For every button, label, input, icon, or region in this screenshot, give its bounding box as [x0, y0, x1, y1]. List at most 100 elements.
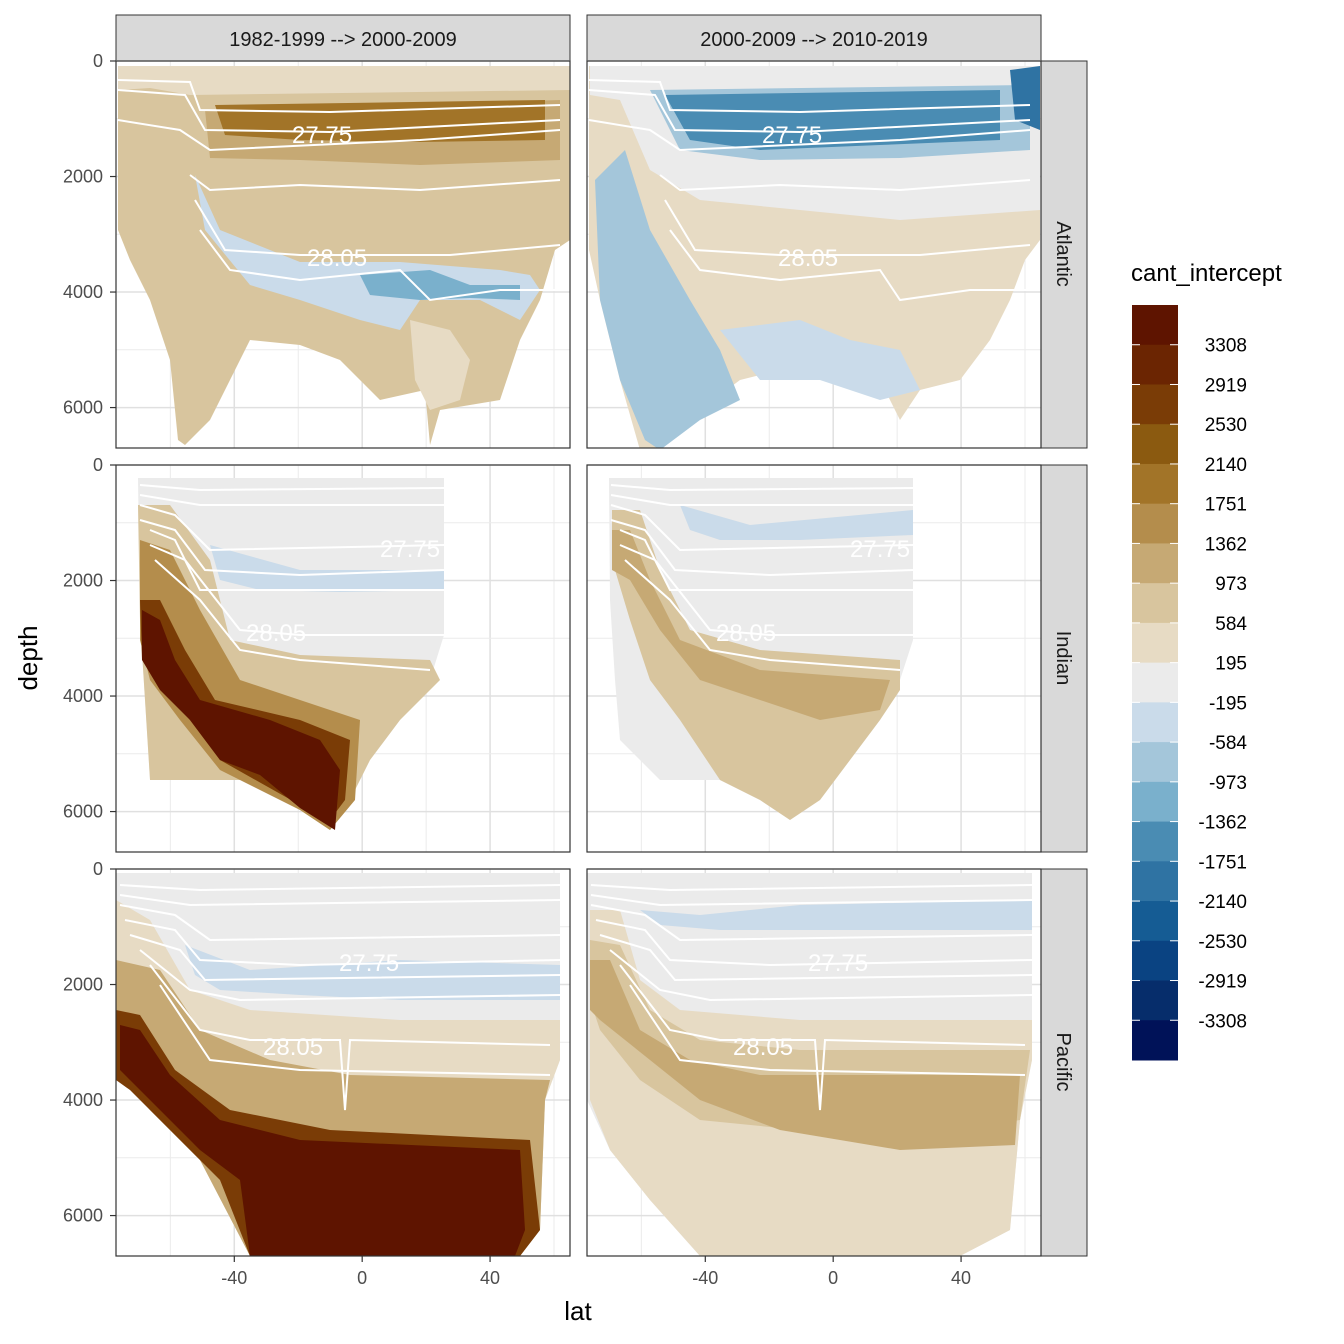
legend-color-step — [1132, 702, 1178, 743]
legend-break-label: -3308 — [1198, 1011, 1247, 1032]
isopycnal-label-27-75-pacific-1: 27.75 — [339, 950, 399, 977]
legend-title: cant_intercept — [1131, 260, 1282, 287]
peak-positive — [120, 1025, 525, 1256]
isopycnal-label-27-75-indian-2: 27.75 — [850, 536, 910, 563]
negative-band — [680, 505, 913, 540]
isopycnal-label-27-75-pacific-2: 27.75 — [808, 950, 868, 977]
row-strip-pacific: Pacific — [1040, 868, 1088, 1257]
column-strip-1: 1982-1999 --> 2000-2009 — [115, 14, 571, 62]
legend-break-label: -2919 — [1198, 972, 1247, 993]
legend-color-step — [1132, 622, 1178, 664]
legend-color-step — [1132, 1020, 1178, 1061]
row-strip-atlantic-label: Atlantic — [1052, 221, 1074, 287]
legend-break-label: 2530 — [1205, 415, 1247, 436]
isopycnal-line — [588, 79, 1031, 302]
legend-colorbar — [1132, 305, 1178, 1061]
legend-color-step — [1132, 463, 1178, 505]
x-tick-label: -40 — [221, 1268, 247, 1288]
panel-border — [586, 60, 1042, 449]
legend-break-label: -195 — [1209, 693, 1247, 714]
legend-color-step — [1132, 980, 1178, 1021]
legend-color-step — [1132, 901, 1178, 942]
legend-color-step — [1132, 384, 1178, 425]
panel-indian-period-1 — [138, 478, 444, 830]
strong-positive — [590, 960, 1020, 1150]
legend-color-step — [1132, 543, 1178, 584]
panel-pacific-period-1 — [116, 873, 560, 1256]
legend-color-step — [1132, 861, 1178, 902]
isopycnal-line — [117, 79, 561, 302]
legend-break-label: 1362 — [1205, 534, 1247, 555]
panel-border — [115, 464, 571, 853]
legend-break-label: 2140 — [1205, 455, 1247, 476]
column-strip-1-label: 1982-1999 --> 2000-2009 — [229, 29, 456, 51]
surface-light-band — [118, 66, 570, 95]
legend-break-label: 973 — [1215, 574, 1247, 595]
legend-break-label: -2530 — [1198, 932, 1247, 953]
isopycnal-label-27-75-atlantic-1: 27.75 — [292, 122, 352, 149]
x-tick-label: 40 — [951, 1268, 971, 1288]
y-axis-title: depth — [13, 625, 43, 690]
legend-break-label: 3308 — [1205, 336, 1247, 357]
panel-borders — [115, 60, 1042, 1257]
deep-light-patch — [410, 320, 470, 410]
y-tick-label: 2000 — [63, 167, 103, 187]
y-tick-label: 6000 — [63, 802, 103, 822]
deep-negative-west — [595, 150, 740, 448]
legend-break-label: -1751 — [1198, 852, 1247, 873]
mid-positive — [612, 530, 890, 720]
y-tick-label: 0 — [93, 859, 103, 879]
legend-color-step — [1132, 781, 1178, 823]
legend-color-step — [1132, 940, 1178, 982]
legend-color-step — [1132, 742, 1178, 783]
negative-band — [185, 945, 560, 1000]
y-tick-label: 4000 — [63, 1090, 103, 1110]
legend-color-step — [1132, 821, 1178, 862]
column-strip-2-label: 2000-2009 --> 2010-2019 — [700, 29, 927, 51]
legend-color-step — [1132, 305, 1178, 346]
y-tick-label: 4000 — [63, 686, 103, 706]
legend-break-label: 1751 — [1205, 495, 1247, 516]
row-strip-atlantic: Atlantic — [1040, 60, 1088, 449]
isopycnal-label-28-05-pacific-2: 28.05 — [733, 1034, 793, 1061]
legend-color-step — [1132, 503, 1178, 544]
legend-break-label: -2140 — [1198, 892, 1247, 913]
legend-break-label: -1362 — [1198, 813, 1247, 834]
x-tick-label: 0 — [828, 1268, 838, 1288]
isopycnal-line — [610, 484, 914, 671]
panel-border — [115, 868, 571, 1257]
upper-positive — [612, 510, 900, 820]
east-negative-corner — [1010, 66, 1040, 130]
panel-border — [115, 60, 571, 449]
axes: 020004000600002000400060000200040006000-… — [63, 51, 971, 1288]
row-strip-pacific-label: Pacific — [1052, 1033, 1074, 1092]
row-strip-indian-label: Indian — [1052, 631, 1074, 686]
legend-break-label: 195 — [1215, 654, 1247, 675]
legend-labels: 3308 2919 2530 2140 1751 1362 973 584 195 -195 -58… — [1198, 336, 1247, 1033]
x-tick-label: 0 — [357, 1268, 367, 1288]
negative-band — [640, 900, 1032, 930]
legend-color-step — [1132, 344, 1178, 385]
legend-color-step — [1132, 583, 1178, 624]
peak-positive — [142, 610, 340, 830]
panel-indian-period-2 — [609, 478, 913, 820]
x-tick-label: 40 — [480, 1268, 500, 1288]
y-tick-label: 6000 — [63, 398, 103, 418]
isopycnal-label-28-05-atlantic-2: 28.05 — [778, 245, 838, 272]
x-tick-label: -40 — [692, 1268, 718, 1288]
isopycnal-line — [139, 484, 445, 671]
isopycnal-label-28-05-pacific-1: 28.05 — [263, 1034, 323, 1061]
y-tick-label: 2000 — [63, 975, 103, 995]
isopycnal-line — [590, 884, 1033, 1111]
panel-pacific-period-2 — [587, 873, 1032, 1256]
y-tick-label: 2000 — [63, 571, 103, 591]
panel-border — [586, 868, 1042, 1257]
isopycnal-label-28-05-indian-2: 28.05 — [716, 620, 776, 647]
legend-break-label: 2919 — [1205, 375, 1247, 396]
legend-color-step — [1132, 662, 1178, 703]
column-strip-2: 2000-2009 --> 2010-2019 — [586, 14, 1042, 62]
row-strip-indian: Indian — [1040, 464, 1088, 853]
y-tick-label: 4000 — [63, 282, 103, 302]
negative-band — [210, 545, 444, 592]
